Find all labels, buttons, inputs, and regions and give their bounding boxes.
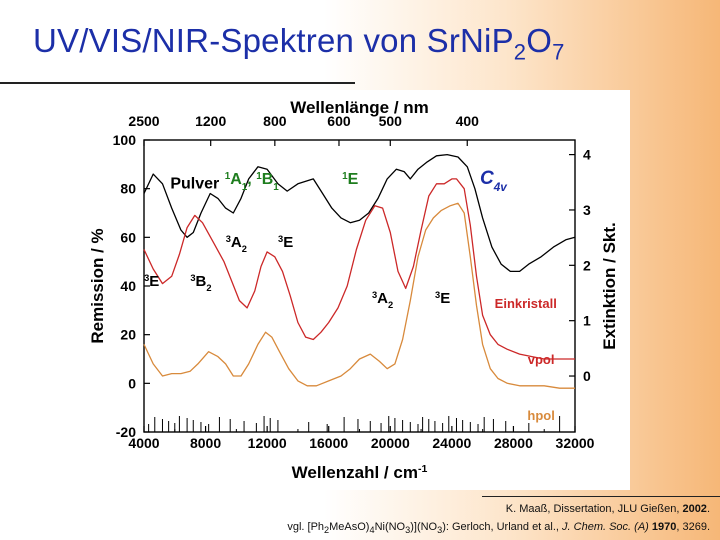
term-label-3B2: 3B2 xyxy=(190,273,211,293)
x-tick-label: 4000 xyxy=(128,435,159,451)
x-tick-label: 28000 xyxy=(494,435,533,451)
reference-2-year: 1970 xyxy=(648,521,677,533)
y-right-tick-label: 1 xyxy=(583,313,591,329)
symmetry-label: C4v xyxy=(480,168,508,194)
annotation-vpol: vpol xyxy=(528,352,555,367)
x-tick-label: 32000 xyxy=(556,435,595,451)
reference-2-part-d: )](NO xyxy=(410,521,438,533)
top-tick-label: 400 xyxy=(456,113,480,129)
title-oxygen: O xyxy=(526,22,553,59)
x-tick-label: 12000 xyxy=(248,435,287,451)
y-right-axis-title: Extinktion / Skt. xyxy=(600,222,619,350)
top-tick-label: 800 xyxy=(263,113,287,129)
term-label-3E-right: 3E xyxy=(435,290,450,307)
y-left-tick-label: 60 xyxy=(120,229,136,245)
reference-2-sub-2: 2 xyxy=(324,525,330,536)
spectra-figure: 4000 8000 12000 16000 20000 24000 28000 32000 25… xyxy=(87,90,630,490)
series-line-hpol xyxy=(143,202,575,389)
y-left-tick-label: 80 xyxy=(120,181,136,197)
reference-2-pages: , 3269. xyxy=(676,521,710,533)
reference-line-2: vgl. [Ph2MeAsO)4Ni(NO3)](NO3): Gerloch, … xyxy=(287,521,710,535)
y-left-tick-label: 100 xyxy=(113,132,137,148)
x-tick-label: 8000 xyxy=(190,435,221,451)
term-label-3A2-right: 3A2 xyxy=(372,290,393,310)
y-right-tick-label: 4 xyxy=(583,147,591,163)
term-label-3A2-left: 3A2 xyxy=(226,234,247,254)
title-subscript-7: 7 xyxy=(552,39,565,65)
series-line-vpol xyxy=(143,178,575,360)
y-left-tick-label: 0 xyxy=(128,375,136,391)
top-tick-label: 1200 xyxy=(195,113,226,129)
top-tick-label: 2500 xyxy=(128,113,159,129)
reference-1-text: K. Maaß, Dissertation, JLU Gießen, xyxy=(505,503,683,515)
x-tick-label: 20000 xyxy=(371,435,410,451)
reference-1-year: 2002 xyxy=(682,503,707,515)
y-right-tick-label: 3 xyxy=(583,202,591,218)
top-tick-label: 500 xyxy=(379,113,403,129)
reference-2-part-b: MeAsO) xyxy=(329,521,370,533)
title-underline xyxy=(0,82,355,84)
x-axis-title: Wellenzahl / cm-1 xyxy=(292,463,428,482)
term-label-3E-left: 3E xyxy=(144,273,159,290)
reference-line-1: K. Maaß, Dissertation, JLU Gießen, 2002. xyxy=(506,503,710,515)
annotation-pulver: Pulver xyxy=(170,176,219,193)
slide-title: UV/VIS/NIR-Spektren von SrNiP2O7 xyxy=(33,22,565,66)
reference-2-sub-3b: 3 xyxy=(437,525,443,536)
title-main-text: UV/VIS/NIR-Spektren von SrNiP xyxy=(33,22,514,59)
y-left-axis-title: Remission / % xyxy=(88,228,107,343)
reference-2-sub-4: 4 xyxy=(369,525,375,536)
top-axis-title: Wellenlänge / nm xyxy=(290,98,429,117)
reference-2-sub-3a: 3 xyxy=(405,525,411,536)
title-subscript-2: 2 xyxy=(513,39,527,65)
term-label-1A1-1B1: 1A1, 1B1 xyxy=(225,170,280,192)
reference-1-end: . xyxy=(706,503,710,515)
reference-2-part-c: Ni(NO xyxy=(374,521,406,533)
top-tick-label: 600 xyxy=(327,113,351,129)
spectra-chart: 4000 8000 12000 16000 20000 24000 28000 3200025… xyxy=(88,98,619,482)
series-line-Pulver xyxy=(143,153,576,273)
reference-2-part-a: vgl. [Ph xyxy=(287,521,325,533)
term-label-3E-mid: 3E xyxy=(278,234,293,251)
x-tick-label: 16000 xyxy=(309,435,348,451)
reference-divider xyxy=(482,496,720,497)
reference-2-journal: J. Chem. Soc. (A) xyxy=(562,521,649,533)
term-label-1E: 1E xyxy=(342,170,359,188)
y-left-tick-label: 20 xyxy=(120,327,136,343)
x-tick-label: 24000 xyxy=(432,435,471,451)
y-left-tick-label: 40 xyxy=(120,278,136,294)
reference-2-part-e: ): Gerloch, Urland et al., xyxy=(442,521,563,533)
annotation-einkristall: Einkristall xyxy=(495,296,557,311)
y-right-tick-label: 0 xyxy=(583,368,591,384)
y-right-tick-label: 2 xyxy=(583,257,591,273)
annotation-hpol: hpol xyxy=(527,408,554,423)
y-left-tick-label: -20 xyxy=(116,424,136,440)
